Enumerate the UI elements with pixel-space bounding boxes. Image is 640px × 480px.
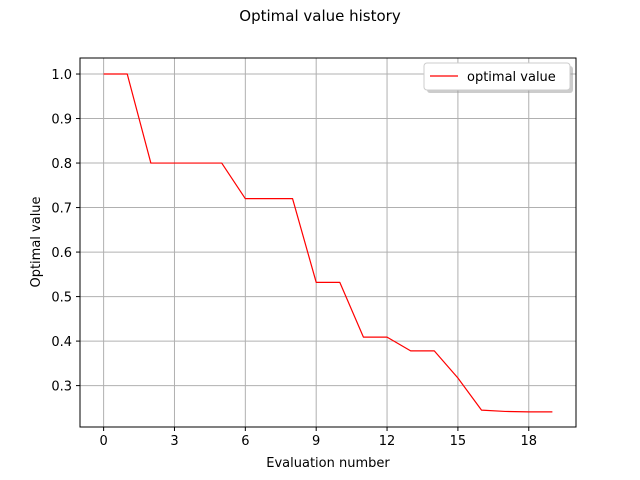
series-line [103, 73, 553, 413]
x-tick-label: 12 [379, 434, 396, 449]
legend-label: optimal value [467, 70, 556, 85]
legend: optimal value [423, 62, 573, 93]
y-tick-label: 0.6 [51, 246, 72, 261]
axes-frame [79, 57, 577, 428]
y-axis-label: Optimal value [29, 196, 44, 287]
y-tick-label: 0.8 [51, 157, 72, 172]
y-tick-label: 0.5 [51, 291, 72, 306]
y-tick-label: 0.7 [51, 202, 72, 217]
chart-title: Optimal value history [239, 7, 401, 25]
legend-box [423, 62, 571, 91]
y-tick-label: 0.3 [51, 380, 72, 395]
y-tick-label: 0.9 [51, 113, 72, 128]
x-tick-label: 0 [99, 434, 107, 449]
x-tick-label: 3 [170, 434, 178, 449]
y-tick-label: 0.4 [51, 335, 72, 350]
x-axis-label: Evaluation number [266, 456, 390, 471]
x-tick-label: 15 [450, 434, 467, 449]
grid [80, 58, 576, 427]
y-tick-label: 1.0 [51, 68, 72, 83]
x-tick-label: 6 [241, 434, 249, 449]
y-axis: 0.3 0.4 0.5 0.6 0.7 0.8 0.9 1.0 [51, 68, 80, 395]
x-axis: 0 3 6 9 12 15 18 [99, 427, 537, 449]
x-tick-label: 18 [520, 434, 537, 449]
plot-area [103, 73, 553, 413]
x-tick-label: 9 [312, 434, 320, 449]
